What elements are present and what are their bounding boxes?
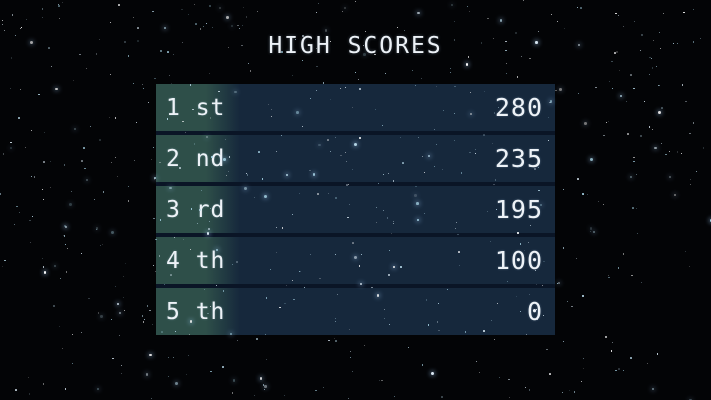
score-value: 280: [494, 93, 543, 122]
table-row: 4 th 100: [156, 237, 555, 284]
table-row: 3 rd 195: [156, 186, 555, 233]
score-value: 0: [526, 297, 543, 326]
score-value: 235: [494, 144, 543, 173]
rank-label: 5 th: [166, 298, 226, 325]
rank-label: 4 th: [166, 247, 226, 274]
table-row: 1 st 280: [156, 84, 555, 131]
table-row: 2 nd 235: [156, 135, 555, 182]
rank-label: 2 nd: [166, 145, 226, 172]
high-scores-table: 1 st 280 2 nd 235 3 rd 195 4 th 100 5 th…: [156, 84, 555, 335]
rank-label: 1 st: [166, 94, 226, 121]
rank-label: 3 rd: [166, 196, 226, 223]
page-title: HIGH SCORES: [268, 33, 443, 59]
score-value: 100: [494, 246, 543, 275]
score-value: 195: [494, 195, 543, 224]
table-row: 5 th 0: [156, 288, 555, 335]
